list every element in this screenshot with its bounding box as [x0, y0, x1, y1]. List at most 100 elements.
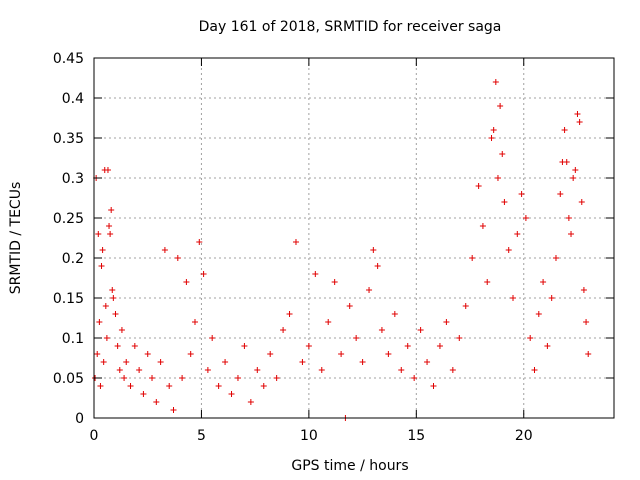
data-point: [131, 343, 138, 349]
data-point: [187, 351, 194, 357]
data-point: [494, 175, 501, 181]
data-point: [492, 79, 499, 85]
y-tick-label: 0.4: [62, 91, 84, 107]
data-point: [462, 303, 469, 309]
data-point: [469, 255, 476, 261]
data-point: [527, 335, 534, 341]
data-point: [578, 199, 585, 205]
data-points: [92, 79, 592, 421]
data-point: [411, 375, 418, 381]
data-point: [585, 351, 592, 357]
data-point: [241, 343, 248, 349]
chart-title: Day 161 of 2018, SRMTID for receiver sag…: [199, 19, 502, 35]
data-point: [505, 247, 512, 253]
data-point: [548, 295, 555, 301]
data-point: [299, 359, 306, 365]
data-point: [346, 303, 353, 309]
data-point: [196, 239, 203, 245]
data-point: [95, 231, 102, 237]
y-tick-label: 0.35: [53, 131, 84, 147]
data-point: [318, 367, 325, 373]
data-point: [107, 231, 114, 237]
data-point: [191, 319, 198, 325]
data-point: [273, 375, 280, 381]
data-point: [305, 343, 312, 349]
y-tick-label: 0: [75, 411, 84, 427]
data-point: [557, 191, 564, 197]
data-point: [116, 367, 123, 373]
data-point: [490, 127, 497, 133]
data-point: [568, 231, 575, 237]
data-point: [443, 319, 450, 325]
data-point: [121, 375, 128, 381]
data-point: [359, 359, 366, 365]
data-point: [98, 263, 105, 269]
data-point: [106, 223, 113, 229]
y-tick-label: 0.3: [62, 171, 84, 187]
x-tick-label: 5: [197, 428, 206, 444]
x-tick-label: 0: [90, 428, 99, 444]
y-tick-label: 0.25: [53, 211, 84, 227]
data-point: [417, 327, 424, 333]
data-point: [110, 295, 117, 301]
data-point: [144, 351, 151, 357]
data-point: [280, 327, 287, 333]
data-point: [374, 263, 381, 269]
y-tick-label: 0.15: [53, 291, 84, 307]
data-point: [479, 223, 486, 229]
data-point: [404, 343, 411, 349]
data-point: [475, 183, 482, 189]
data-point: [544, 343, 551, 349]
data-point: [398, 367, 405, 373]
data-point: [518, 191, 525, 197]
data-point: [228, 391, 235, 397]
data-point: [170, 407, 177, 413]
data-point: [136, 367, 143, 373]
data-point: [488, 135, 495, 141]
data-point: [114, 343, 121, 349]
data-point: [215, 383, 222, 389]
data-point: [140, 391, 147, 397]
data-point: [501, 199, 508, 205]
data-point: [572, 167, 579, 173]
data-point: [99, 247, 106, 253]
data-point: [109, 287, 116, 293]
data-point: [497, 103, 504, 109]
x-tick-label: 20: [515, 428, 533, 444]
plot-area: [93, 57, 615, 419]
data-point: [583, 319, 590, 325]
data-point: [103, 335, 110, 341]
data-point: [391, 311, 398, 317]
data-point: [514, 231, 521, 237]
data-point: [436, 343, 443, 349]
data-point: [161, 247, 168, 253]
x-axis-label: GPS time / hours: [291, 458, 408, 474]
data-point: [200, 271, 207, 277]
data-point: [522, 215, 529, 221]
tick-layer: 0 0.05 0.1 0.15 0.2 0.25 0.3 0.35 0.4 0.45 0 5 10 15 2…: [53, 51, 614, 444]
x-tick-label: 15: [407, 428, 425, 444]
data-point: [535, 311, 542, 317]
data-point: [456, 335, 463, 341]
data-point: [449, 367, 456, 373]
data-point: [166, 383, 173, 389]
data-point: [179, 375, 186, 381]
data-point: [157, 359, 164, 365]
data-point: [104, 167, 111, 173]
data-point: [292, 239, 299, 245]
data-point: [580, 287, 587, 293]
data-point: [260, 383, 267, 389]
data-point: [96, 319, 103, 325]
data-point: [312, 271, 319, 277]
data-point: [570, 175, 577, 181]
data-point: [484, 279, 491, 285]
data-point: [174, 255, 181, 261]
x-tick-label: 10: [300, 428, 318, 444]
data-point: [222, 359, 229, 365]
data-point: [102, 303, 109, 309]
data-point: [247, 399, 254, 405]
y-tick-label: 0.2: [62, 251, 84, 267]
data-point: [499, 151, 506, 157]
data-point: [561, 127, 568, 133]
y-tick-label: 0.1: [62, 331, 84, 347]
